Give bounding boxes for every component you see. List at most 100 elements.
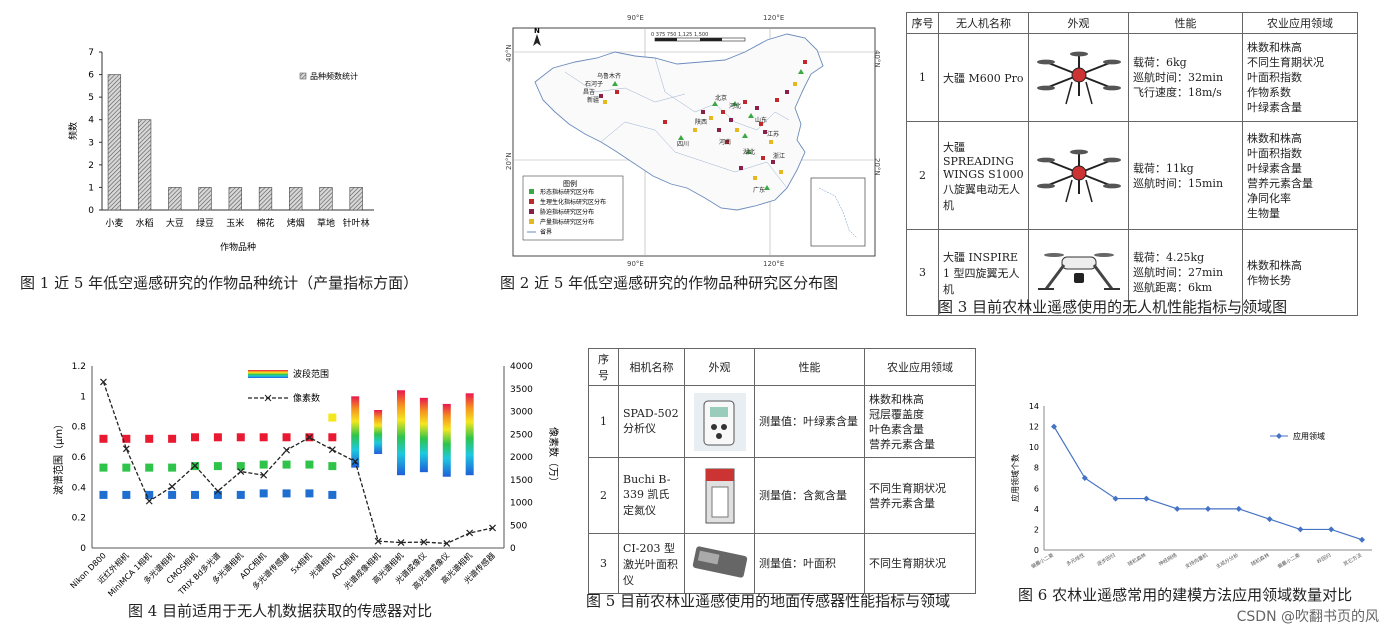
map-site-marker	[717, 128, 721, 132]
y-tick-label: 4	[88, 116, 94, 126]
map-site-marker	[678, 135, 684, 140]
series-point	[1174, 505, 1181, 512]
y-tick-label-right: 0	[510, 544, 516, 554]
map-place-label: 石河子	[585, 80, 603, 88]
band-marker-blue	[213, 490, 222, 499]
app-line: 叶面积指数	[1247, 71, 1302, 84]
map-site-marker	[725, 140, 729, 144]
x-tick-label: 玉米	[226, 217, 244, 229]
x-tick-label: 棉花	[256, 217, 274, 229]
x-tick-label: 随机森林	[1250, 552, 1271, 568]
band-marker-green	[305, 460, 314, 469]
x-tick-label: 小麦	[105, 217, 123, 229]
band-range-bar	[419, 397, 428, 473]
band-marker-blue	[99, 490, 108, 499]
band-marker-blue	[328, 490, 337, 499]
app-line: 株数和株高	[869, 392, 924, 406]
perf-line: 测量值：含氮含量	[759, 489, 847, 502]
table-row: 2 大疆 SPREADING WINGS S1000 八旋翼电动无人机 载荷：1…	[906, 121, 1358, 230]
y-tick-label-left: 0.2	[72, 514, 86, 524]
fig1-panel: 0 1 2 3 4 5 6 7 小麦 水稻 大豆 绿豆 玉米 棉花 烤烟 草地 针叶林 频数 作物品种 品种频数统计	[60, 40, 390, 270]
y-tick-label: 7	[88, 48, 94, 58]
row-number: 2	[588, 457, 619, 534]
map-site-marker	[755, 106, 759, 110]
map-site-marker	[743, 100, 747, 104]
app-line: 不同生育期状况	[1247, 56, 1324, 69]
legend-label: 产量指标研究区分布	[540, 218, 594, 226]
drone-name: 大疆 SPREADING WINGS S1000 八旋翼电动无人机	[938, 121, 1029, 230]
legend-label: 形态指标研究区分布	[540, 188, 594, 196]
legend-label: 生理生化指标研究区分布	[540, 198, 606, 206]
svg-text:N: N	[534, 27, 540, 35]
col-header: 序号	[588, 348, 619, 386]
perf-line: 载荷：11kg	[1133, 161, 1194, 175]
x-axis-label: 作物品种	[220, 241, 256, 253]
x-tick-label: 大豆	[166, 217, 184, 229]
y-tick-label: 10	[1029, 443, 1039, 452]
app-line: 作物长势	[1247, 273, 1291, 287]
y-tick-label: 6	[88, 71, 94, 81]
inspire-drone-image	[1037, 252, 1120, 290]
pixels-line	[102, 381, 493, 545]
sensor-name: Buchi B-339 凯氏定氮仪	[618, 457, 685, 534]
band-marker-green	[168, 463, 177, 472]
y-tick-label-right: 500	[510, 521, 527, 531]
band-marker-green	[282, 460, 291, 469]
band-marker-green	[122, 463, 131, 472]
table-row: 3 大疆 INSPIRE 1 型四旋翼无人机 载荷：4.25kg 巡航时间：27m…	[906, 229, 1358, 316]
svg-text:图例: 图例	[563, 179, 577, 188]
map-site-marker	[753, 176, 757, 180]
drone-name: 大疆 INSPIRE 1 型四旋翼无人机	[938, 229, 1029, 316]
pixels-marker	[466, 529, 474, 537]
legend-label: 省界	[540, 228, 552, 236]
series-point	[1081, 475, 1088, 481]
legend-marker	[529, 189, 534, 194]
y-tick-label-right: 1500	[510, 476, 533, 486]
legend-label: 应用领域	[1293, 431, 1325, 441]
app-line: 营养元素含量	[1247, 176, 1313, 190]
y-tick-label: 0	[1034, 546, 1039, 555]
table-row: 2 Buchi B-339 凯氏定氮仪 测量值：含氮含量 不同生育期状况 营养元素…	[588, 457, 976, 534]
x-tick-label: 其它方法	[1342, 552, 1363, 568]
app-line: 净同化率	[1247, 191, 1291, 205]
x-tick-label: 多元线性	[1065, 552, 1086, 568]
legend-marker-pixels	[264, 394, 272, 402]
legend-marker	[1276, 433, 1282, 439]
map-place-label: 山东	[755, 116, 767, 124]
y-tick-label-right: 2500	[510, 430, 533, 440]
band-marker-red	[191, 433, 199, 442]
table-row: 1 大疆 M600 Pro 载荷：6kg 巡航时间：32min 飞行速度：18m/s…	[906, 33, 1358, 122]
band-marker-red	[145, 434, 154, 443]
map-lat-label: 20°N	[873, 158, 881, 176]
map-place-label: 江苏	[767, 130, 779, 138]
pixels-marker	[260, 471, 268, 479]
table-row: 3 CI-203 型激光叶面积仪 测量值：叶面积 不同生育期状况	[588, 533, 976, 594]
fig2-map-svg: 90°E 120°E 90°E 120°E 40°N 20°N 40°N 20°…	[505, 14, 881, 268]
app-line: 株数和株高	[1247, 131, 1302, 145]
map-lon-label: 120°E	[763, 260, 784, 268]
pixels-marker	[306, 434, 313, 441]
bar-棉花	[258, 187, 273, 211]
bar-小麦	[107, 74, 122, 211]
map-place-label: 乌鲁木齐	[597, 72, 621, 80]
leaf-area-meter-image	[692, 545, 747, 578]
y-tick-label: 4	[1034, 505, 1039, 514]
sensor-name: CI-203 型激光叶面积仪	[618, 533, 685, 594]
y-tick-label-right: 3500	[510, 385, 533, 395]
series-line	[1053, 426, 1363, 541]
series-point	[1112, 495, 1119, 502]
fig2-map: 90°E 120°E 90°E 120°E 40°N 20°N 40°N 20°…	[505, 12, 885, 270]
map-place-label: 河北	[729, 102, 741, 110]
series-point	[1205, 505, 1211, 512]
band-range-bar	[351, 396, 360, 468]
map-site-marker	[712, 101, 718, 106]
x-tick-label: 草地	[317, 217, 335, 229]
col-header: 相机名称	[618, 348, 685, 386]
pixels-marker	[191, 462, 199, 470]
row-number: 1	[588, 385, 619, 458]
x-tick-label: 主成分分析	[1215, 552, 1240, 571]
band-marker-blue	[191, 490, 199, 499]
map-site-marker	[763, 130, 767, 134]
